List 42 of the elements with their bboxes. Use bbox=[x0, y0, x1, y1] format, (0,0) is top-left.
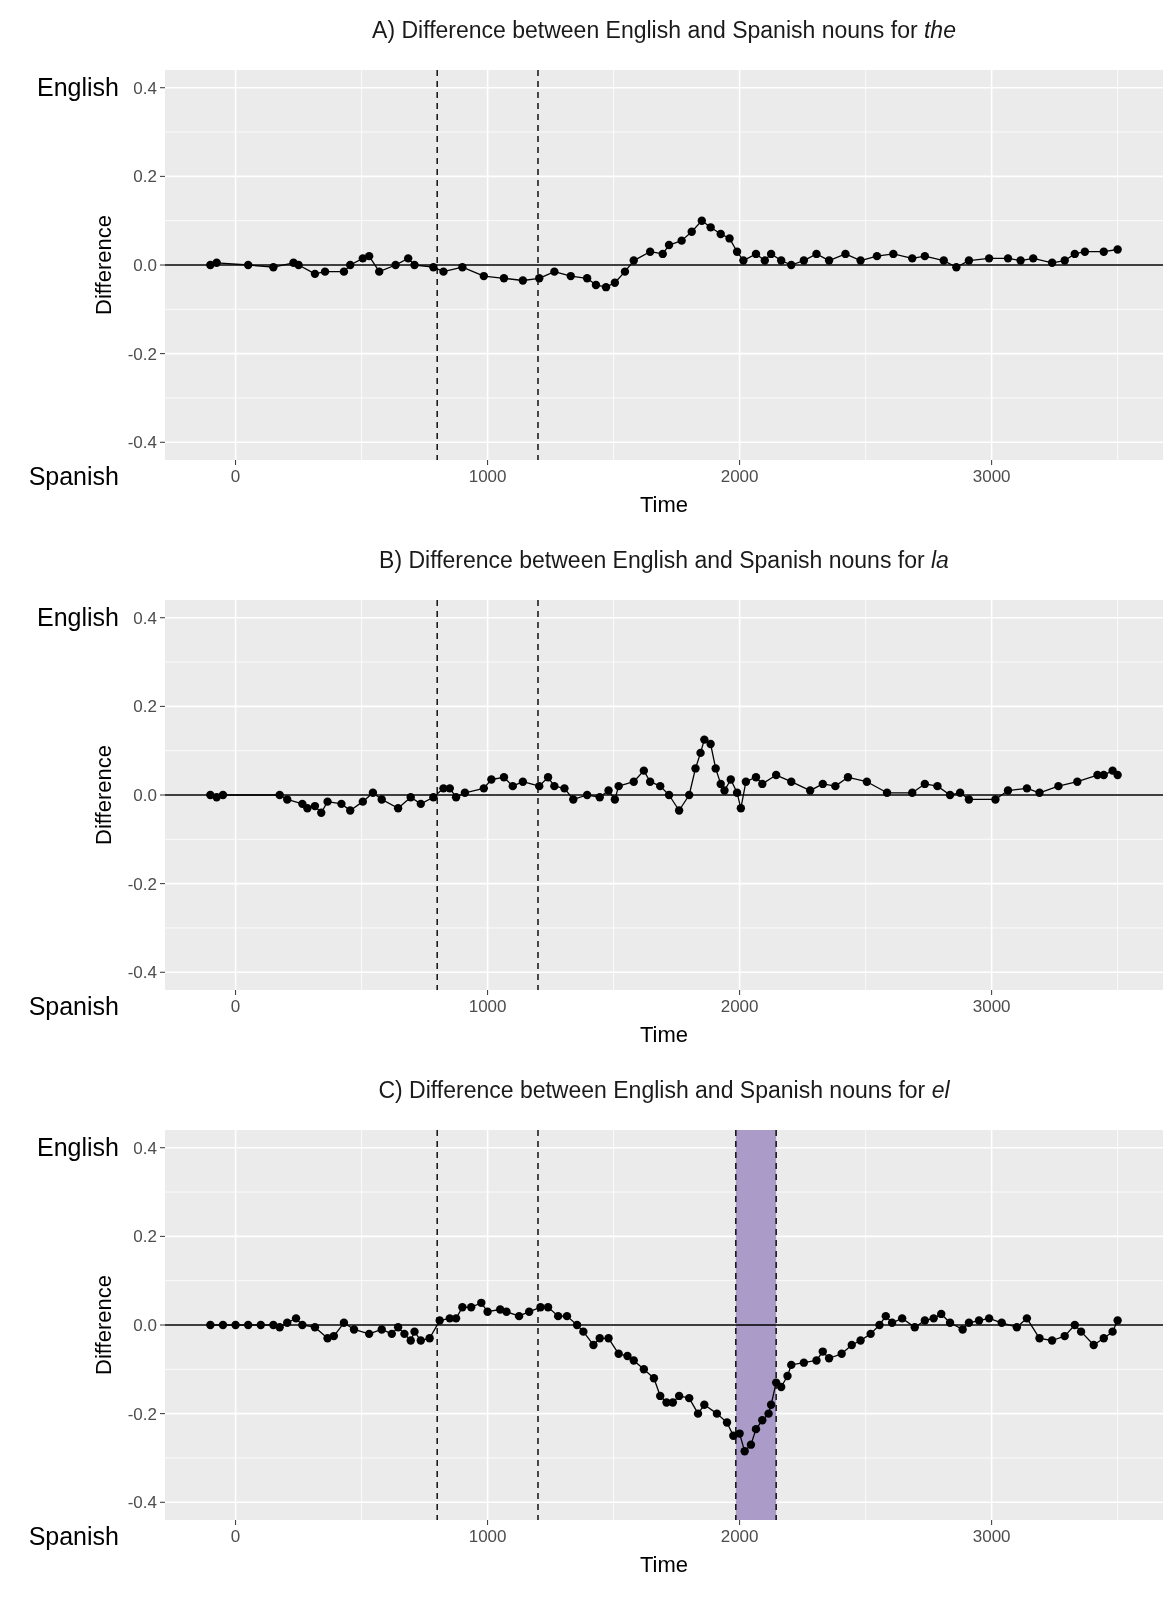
y-tick-label: -0.2 bbox=[127, 344, 157, 364]
chart-title: C) Difference between English and Spanish nouns for el bbox=[378, 1077, 951, 1103]
y-tick-label: -0.4 bbox=[127, 433, 157, 453]
y-tick-label: -0.2 bbox=[127, 1404, 157, 1424]
y-tick-label: -0.4 bbox=[127, 1493, 157, 1513]
y-tick-label: 0.2 bbox=[133, 697, 157, 717]
x-tick-label: 1000 bbox=[468, 997, 507, 1016]
x-tick-label: 1000 bbox=[468, 1527, 507, 1546]
y-tick-label: -0.2 bbox=[127, 874, 157, 894]
y-tick-label: 0.2 bbox=[133, 167, 157, 187]
x-tick-label: 0 bbox=[230, 1527, 241, 1546]
y-tick-label: 0.2 bbox=[133, 1227, 157, 1247]
y-tick-label: 0.4 bbox=[133, 78, 157, 98]
text: Spanish bbox=[28, 991, 119, 1020]
y-tick-label: -0.4 bbox=[127, 963, 157, 983]
x-tick-label: 3000 bbox=[972, 467, 1011, 486]
x-axis-title: Time bbox=[639, 1022, 689, 1047]
x-tick-label: 2000 bbox=[720, 1527, 759, 1546]
x-tick-label: 3000 bbox=[972, 1527, 1011, 1546]
x-tick-label: 2000 bbox=[720, 997, 759, 1016]
y-axis-title: Difference bbox=[91, 215, 116, 315]
text: English bbox=[37, 73, 119, 102]
x-tick-label: 1000 bbox=[468, 467, 507, 486]
text: Spanish bbox=[28, 461, 119, 490]
x-tick-label: 3000 bbox=[972, 997, 1011, 1016]
y-tick-label: 0.4 bbox=[133, 1138, 157, 1158]
y-tick-label: 0.0 bbox=[133, 785, 157, 805]
x-tick-label: 0 bbox=[230, 997, 241, 1016]
y-axis-title: Difference bbox=[91, 745, 116, 845]
x-axis-title: Time bbox=[639, 1552, 689, 1577]
x-tick-label: 2000 bbox=[720, 467, 759, 486]
text: Spanish bbox=[28, 1521, 119, 1550]
text: English bbox=[37, 1133, 119, 1162]
text: English bbox=[37, 603, 119, 632]
x-tick-label: 0 bbox=[230, 467, 241, 486]
chart-title: A) Difference between English and Spanish nouns for the bbox=[372, 17, 956, 43]
y-axis-title: Difference bbox=[91, 1275, 116, 1375]
y-tick-label: 0.4 bbox=[133, 608, 157, 628]
y-tick-label: 0.0 bbox=[133, 255, 157, 275]
x-axis-title: Time bbox=[639, 492, 689, 517]
y-tick-label: 0.0 bbox=[133, 1315, 157, 1335]
chart-title: B) Difference between English and Spanish nouns for la bbox=[379, 547, 949, 573]
